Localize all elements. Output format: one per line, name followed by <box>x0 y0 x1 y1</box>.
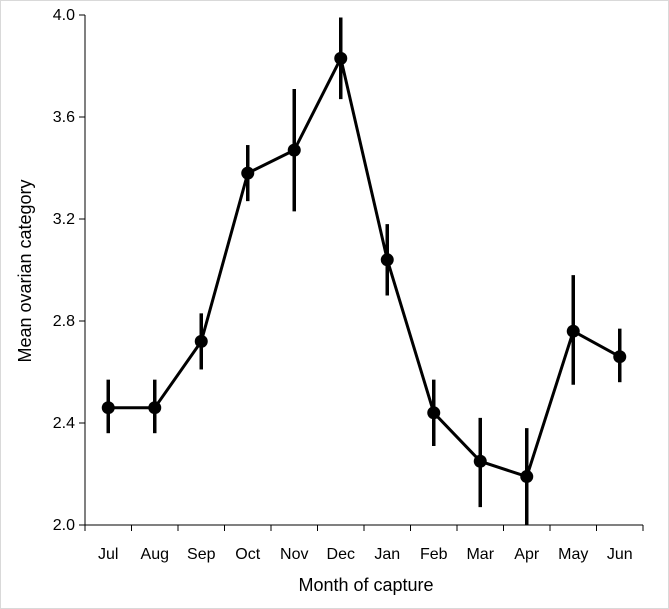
series-line <box>108 56 621 479</box>
x-tick-label: Nov <box>280 546 308 563</box>
axes <box>84 15 643 526</box>
y-tick-label: 3.2 <box>53 211 75 228</box>
x-tick-label: Mar <box>466 546 494 563</box>
data-point <box>241 166 255 180</box>
x-tick-label: Oct <box>235 546 260 563</box>
data-point <box>427 406 441 420</box>
data-point <box>473 454 487 468</box>
y-axis-title: Mean ovarian category <box>15 179 35 362</box>
data-point <box>287 143 301 157</box>
y-ticks: 2.0 2.4 2.8 3.2 3.6 4.0 <box>53 7 85 534</box>
data-point <box>101 401 115 415</box>
y-tick-label: 2.8 <box>53 313 75 330</box>
x-tick-label: Jun <box>607 546 633 563</box>
x-tick-label: Apr <box>514 546 540 563</box>
y-tick-label: 4.0 <box>53 7 75 24</box>
x-tick-label: Sep <box>187 546 216 563</box>
data-points <box>101 51 627 484</box>
x-tick-label: Aug <box>141 546 169 563</box>
x-tick-label: Jul <box>98 546 118 563</box>
y-tick-label: 2.4 <box>53 415 75 432</box>
y-tick-label: 3.6 <box>53 109 75 126</box>
data-point <box>334 51 348 65</box>
data-point <box>148 401 162 415</box>
x-ticks: Jul Aug Sep Oct Nov Dec Jan Feb Mar Apr May Jun <box>84 525 644 563</box>
data-point <box>613 350 627 364</box>
y-tick-label: 2.0 <box>53 517 75 534</box>
data-point <box>380 253 394 267</box>
data-point <box>520 470 534 484</box>
x-tick-label: Feb <box>420 546 448 563</box>
x-tick-label: May <box>558 546 588 563</box>
x-axis-title: Month of capture <box>298 575 433 595</box>
series-lines <box>108 56 621 479</box>
data-point <box>194 334 208 348</box>
data-point <box>566 324 580 338</box>
x-tick-label: Jan <box>374 546 400 563</box>
x-tick-label: Dec <box>327 546 355 563</box>
error-bars <box>106 17 622 525</box>
